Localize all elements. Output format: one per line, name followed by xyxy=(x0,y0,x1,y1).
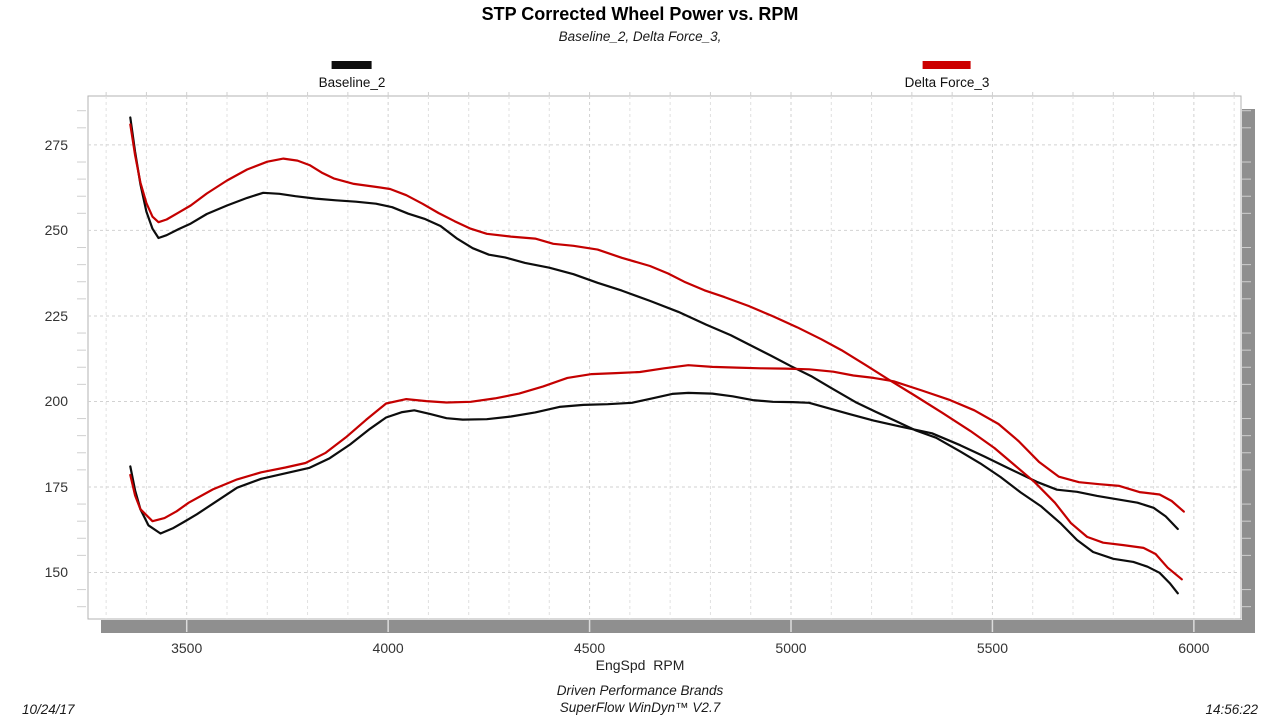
legend-item-delta: Delta Force_3 xyxy=(904,61,990,90)
legend-label-baseline: Baseline_2 xyxy=(318,75,386,90)
plot-shadow-right xyxy=(1242,109,1255,633)
legend-swatch-delta xyxy=(922,61,971,69)
chart-title: STP Corrected Wheel Power vs. RPM xyxy=(481,4,799,24)
x-axis-label: EngSpd RPM xyxy=(595,657,685,673)
footer-date: 10/24/17 xyxy=(22,702,75,717)
legend-item-baseline: Baseline_2 xyxy=(318,61,386,90)
footer-brand-line: Driven Performance Brands xyxy=(556,683,724,698)
curve-baseline-2-power xyxy=(129,391,1179,535)
chart-subtitle: Baseline_2, Delta Force_3, xyxy=(558,29,722,44)
footer-app-version-line: SuperFlow WinDyn™ V2.7 xyxy=(559,700,721,715)
footer-time: 14:56:22 xyxy=(1205,702,1258,717)
curve-delta-force-3-torque xyxy=(129,123,1183,581)
plot-shadow-bottom xyxy=(101,620,1254,633)
legend-label-delta: Delta Force_3 xyxy=(904,75,990,90)
curve-delta-force-3-power xyxy=(129,364,1185,523)
plot-border xyxy=(87,95,1242,620)
curve-baseline-2-torque xyxy=(129,116,1179,595)
legend-swatch-baseline xyxy=(332,61,372,69)
